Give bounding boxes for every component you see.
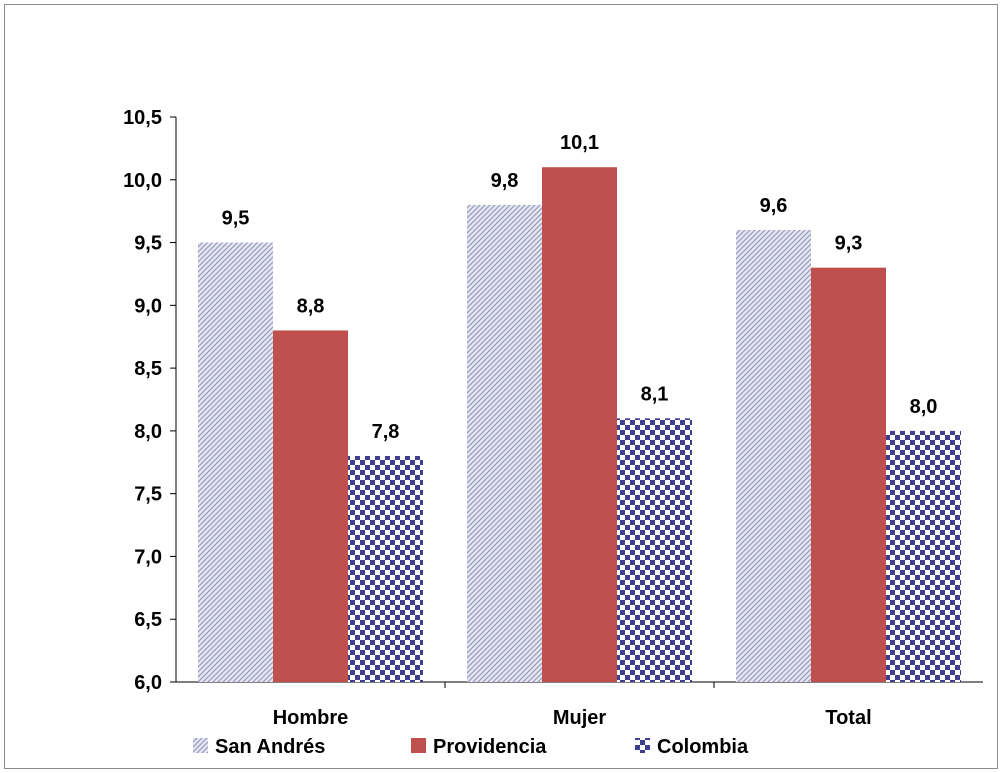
bar — [467, 204, 542, 682]
data-label: 8,8 — [297, 295, 325, 317]
data-label: 7,8 — [372, 421, 400, 443]
data-label: 9,6 — [760, 195, 788, 217]
y-tick-label: 7,0 — [134, 546, 162, 568]
bar — [273, 330, 348, 682]
x-category-label: Total — [825, 707, 871, 729]
data-label: 9,5 — [222, 208, 250, 230]
y-tick-label: 8,5 — [134, 358, 162, 380]
legend-label: San Andrés — [215, 736, 325, 758]
axes: 6,0 6,5 7,0 7,5 8,0 8,5 9,0 9,5 10,0 10,5 Hombre Mu… — [123, 107, 983, 729]
y-tick-label: 6,5 — [134, 609, 162, 631]
legend-swatch — [411, 738, 426, 753]
bar — [542, 167, 617, 682]
legend-swatch — [193, 738, 208, 753]
y-tick-label: 10,5 — [123, 107, 162, 129]
y-tick-label: 9,5 — [134, 233, 162, 255]
legend: San Andrés Providencia Colombia — [193, 736, 749, 758]
bar — [617, 418, 692, 682]
bar — [886, 430, 961, 682]
y-tick-label: 9,0 — [134, 295, 162, 317]
data-labels-group: 9,5 8,8 7,8 9,8 10,1 8,1 9,6 9,3 8,0 — [222, 132, 938, 443]
x-category-label: Hombre — [273, 707, 349, 729]
bar — [736, 230, 811, 682]
data-label: 9,3 — [835, 233, 863, 255]
bar — [198, 242, 273, 683]
legend-label: Colombia — [657, 736, 749, 758]
chart-frame — [4, 4, 998, 769]
y-tick-label: 7,5 — [134, 484, 162, 506]
legend-swatch — [635, 738, 650, 753]
data-label: 10,1 — [560, 132, 599, 154]
data-label: 8,0 — [910, 396, 938, 418]
y-tick-label: 8,0 — [134, 421, 162, 443]
bar — [811, 267, 886, 682]
y-tick-label: 10,0 — [123, 170, 162, 192]
data-label: 8,1 — [641, 383, 669, 405]
data-label: 9,8 — [491, 170, 519, 192]
bars-group — [198, 167, 961, 683]
legend-label: Providencia — [433, 736, 547, 758]
x-category-label: Mujer — [553, 707, 607, 729]
bar — [348, 456, 423, 682]
y-tick-label: 6,0 — [134, 672, 162, 694]
